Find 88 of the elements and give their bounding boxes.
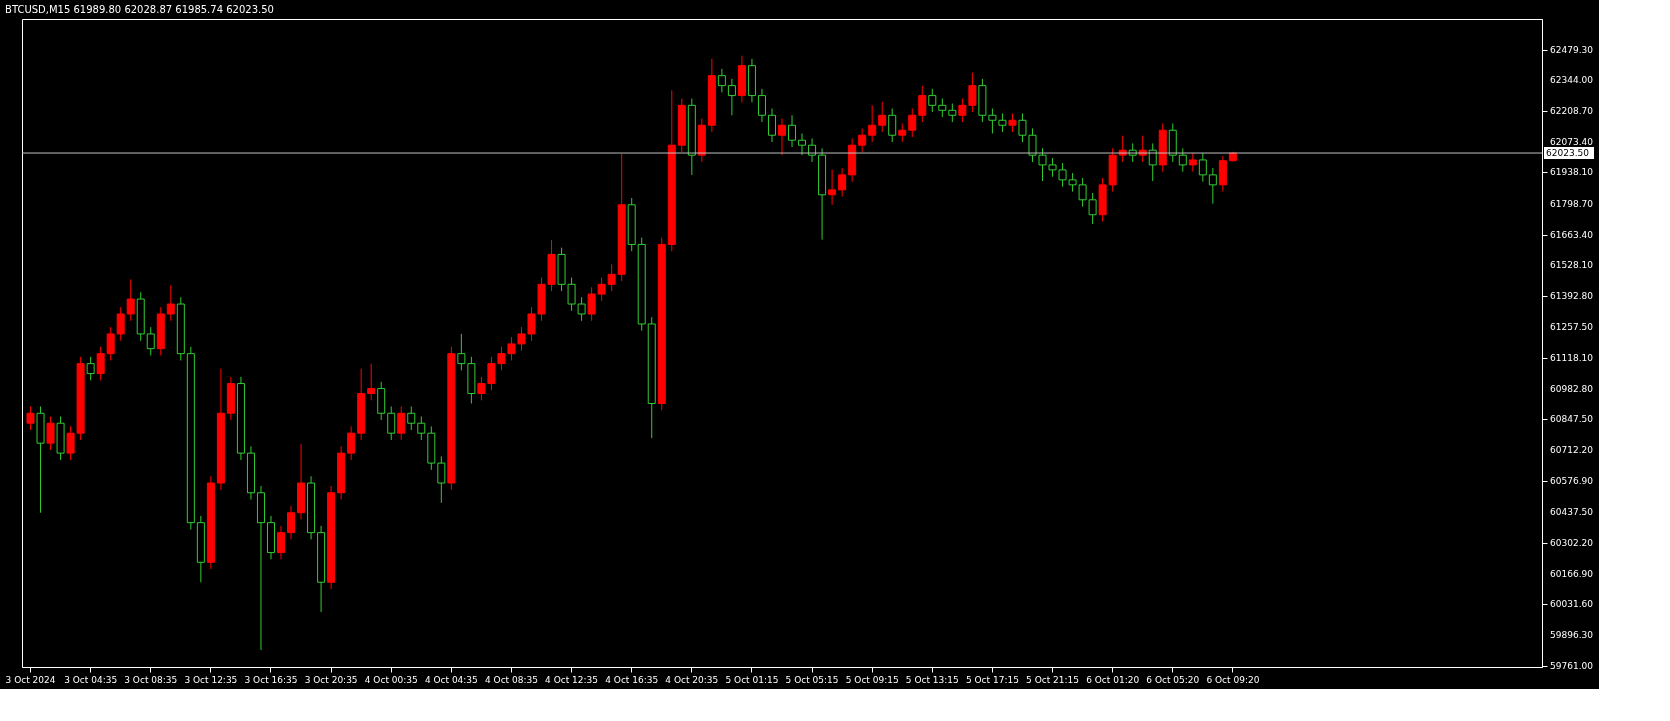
- candlestick: [1178, 147, 1187, 173]
- y-tick-label: 62208.70: [1550, 106, 1594, 117]
- y-tick-label: 62344.00: [1550, 75, 1594, 86]
- candlestick: [858, 127, 867, 153]
- candlestick: [407, 405, 416, 431]
- y-tick-label: 59896.30: [1550, 629, 1594, 640]
- y-tick-label: 60437.50: [1550, 507, 1594, 518]
- y-tick-label: 61392.80: [1550, 290, 1594, 301]
- x-tick-label: 3 Oct 08:35: [124, 674, 178, 685]
- y-tick-label: 61938.10: [1550, 167, 1594, 178]
- y-tick-label: 60576.90: [1550, 475, 1594, 486]
- candlestick: [367, 363, 376, 401]
- x-tick-label: 3 Oct 04:35: [64, 674, 118, 685]
- candlestick: [126, 278, 135, 322]
- candlestick: [777, 117, 787, 156]
- candlestick: [96, 346, 105, 381]
- y-tick-label: 62479.30: [1550, 44, 1594, 55]
- y-tick-label: 61528.10: [1550, 260, 1594, 271]
- x-tick-label: 3 Oct 2024: [5, 674, 56, 685]
- x-tick-label: 5 Oct 09:15: [845, 674, 899, 685]
- candlestick: [908, 108, 917, 138]
- x-tick-label: 3 Oct 20:35: [304, 674, 358, 685]
- y-tick-label: 60982.80: [1550, 383, 1594, 394]
- x-tick-label: 6 Oct 09:20: [1206, 674, 1260, 685]
- x-tick-label: 4 Oct 16:35: [605, 674, 659, 685]
- y-tick-label: 59761.00: [1550, 660, 1594, 671]
- candlestick: [828, 169, 837, 206]
- candlestick: [1188, 152, 1197, 173]
- y-tick-label: 60847.50: [1550, 414, 1594, 425]
- x-tick-label: 3 Oct 16:35: [244, 674, 298, 685]
- x-tick-label: 5 Oct 01:15: [725, 674, 779, 685]
- candlestick: [918, 85, 927, 123]
- candlestick: [717, 68, 726, 93]
- y-tick-label: 60031.60: [1550, 599, 1594, 610]
- y-tick-label: 62073.40: [1550, 136, 1594, 147]
- candlestick: [868, 104, 877, 143]
- y-tick-label: 61257.50: [1550, 321, 1594, 332]
- x-tick-label: 6 Oct 01:20: [1086, 674, 1140, 685]
- candlestick: [1008, 112, 1017, 133]
- candlestick: [948, 103, 957, 123]
- candlestick: [146, 326, 155, 356]
- y-tick-label: 61663.40: [1550, 229, 1594, 240]
- candlestick: [938, 98, 947, 118]
- candlestick: [437, 455, 446, 504]
- candlestick: [767, 108, 776, 143]
- candlestick: [788, 114, 797, 148]
- candlestick: [878, 101, 887, 133]
- candlestick: [86, 356, 95, 381]
- x-tick-label: 3 Oct 12:35: [184, 674, 238, 685]
- candlestick: [387, 405, 396, 441]
- candlestick: [46, 415, 55, 451]
- y-tick-label: 60712.20: [1550, 445, 1594, 456]
- y-tick-label: 60302.20: [1550, 538, 1594, 549]
- y-tick-label: 61118.10: [1550, 353, 1594, 364]
- candlestick: [838, 167, 847, 198]
- x-tick-label: 4 Oct 12:35: [545, 674, 599, 685]
- x-tick-label: 4 Oct 00:35: [364, 674, 418, 685]
- candlestick: [1208, 167, 1217, 205]
- x-tick-label: 6 Oct 05:20: [1146, 674, 1200, 685]
- candlestick: [347, 425, 356, 461]
- candlestick: [287, 505, 296, 540]
- candlestick: [1148, 142, 1157, 182]
- candlestick: [277, 525, 286, 560]
- candlestick: [607, 263, 616, 292]
- candlestick: [397, 405, 406, 441]
- candlestick: [106, 326, 115, 361]
- candlestick: [757, 88, 766, 123]
- candlestick: [898, 122, 907, 143]
- candlestick: [166, 284, 175, 322]
- candlestick: [888, 108, 897, 143]
- candlestick: [798, 132, 807, 156]
- candlestick: [928, 88, 937, 113]
- ref-line-label: 62023.50: [1546, 148, 1590, 159]
- x-tick-label: 4 Oct 20:35: [665, 674, 719, 685]
- x-tick-label: 5 Oct 21:15: [1026, 674, 1080, 685]
- y-tick-label: 60166.90: [1550, 568, 1594, 579]
- x-tick-label: 4 Oct 08:35: [484, 674, 538, 685]
- x-tick-label: 5 Oct 13:15: [905, 674, 959, 685]
- candlestick: [26, 405, 35, 431]
- x-tick-label: 4 Oct 04:35: [424, 674, 478, 685]
- y-tick-label: 61798.70: [1550, 198, 1594, 209]
- candlestick: [727, 78, 736, 116]
- x-tick-label: 5 Oct 17:15: [965, 674, 1019, 685]
- candlestick: [116, 306, 125, 342]
- x-tick-label: 5 Oct 05:15: [785, 674, 839, 685]
- candlestick: [1198, 152, 1207, 183]
- chart-title: BTCUSD,M15 61989.80 62028.87 61985.74 62023.50: [5, 4, 274, 15]
- candlestick: [417, 415, 426, 441]
